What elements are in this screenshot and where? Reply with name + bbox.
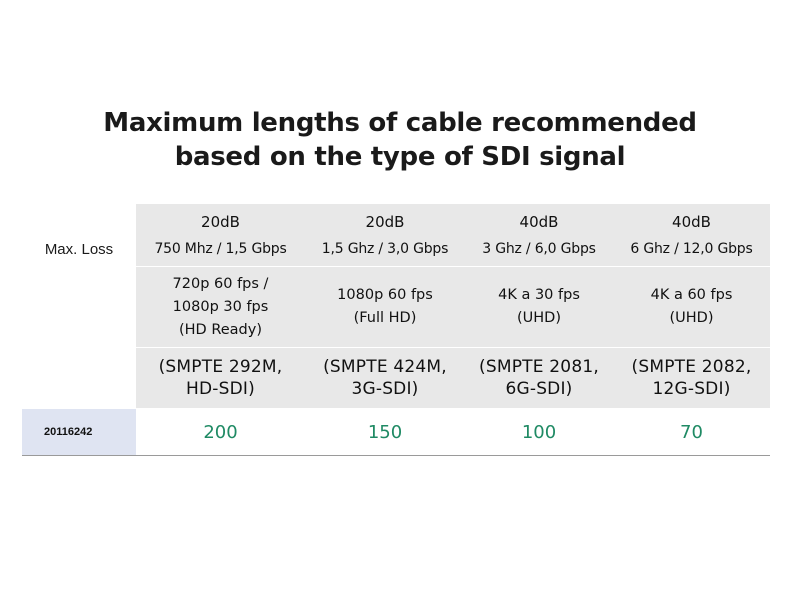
standard-line: (SMPTE 2081,	[479, 357, 599, 377]
loss-value: 40dB	[672, 213, 711, 231]
standard-line: 3G-SDI)	[351, 379, 419, 399]
standard-line: 6G-SDI)	[505, 379, 573, 399]
loss-value: 20dB	[201, 213, 240, 231]
length-value: 100	[465, 408, 613, 456]
loss-value: 20dB	[365, 213, 405, 231]
length-value: 70	[613, 408, 770, 456]
bandwidth-value: 6 Ghz / 12,0 Gbps	[630, 241, 753, 257]
empty-label-cell	[22, 267, 136, 348]
loss-cell: 20dB 1,5 Ghz / 3,0 Gbps	[305, 204, 465, 267]
loss-cell: 20dB 750 Mhz / 1,5 Gbps	[136, 204, 305, 267]
max-loss-label: Max. Loss	[44, 240, 114, 258]
product-code: 20116242	[22, 408, 136, 456]
bandwidth-value: 1,5 Ghz / 3,0 Gbps	[321, 241, 449, 257]
standard-cell: (SMPTE 2082, 12G-SDI)	[613, 347, 770, 409]
loss-cell: 40dB 3 Ghz / 6,0 Gbps	[465, 204, 613, 267]
format-line: 1080p 60 fps	[337, 287, 433, 303]
standard-line: (SMPTE 292M,	[158, 357, 283, 377]
format-cell: 4K a 30 fps (UHD)	[465, 266, 613, 348]
loss-row: Max. Loss 20dB 750 Mhz / 1,5 Gbps 20dB 1…	[22, 204, 770, 267]
format-cell: 1080p 60 fps (Full HD)	[305, 266, 465, 348]
standard-row: (SMPTE 292M, HD-SDI) (SMPTE 424M, 3G-SDI…	[22, 347, 770, 409]
standard-cell: (SMPTE 292M, HD-SDI)	[136, 347, 305, 409]
length-value: 150	[305, 408, 465, 456]
loss-cell: 40dB 6 Ghz / 12,0 Gbps	[613, 204, 770, 267]
standard-cell: (SMPTE 2081, 6G-SDI)	[465, 347, 613, 409]
standard-line: HD-SDI)	[186, 379, 255, 399]
title-line-2: based on the type of SDI signal	[174, 142, 626, 172]
format-line: (HD Ready)	[178, 321, 262, 338]
page-title: Maximum lengths of cable recommended bas…	[0, 106, 800, 174]
format-line: 4K a 30 fps	[498, 287, 580, 303]
format-line: (UHD)	[669, 310, 714, 326]
format-line: (UHD)	[517, 310, 561, 326]
format-line: 4K a 60 fps	[650, 287, 733, 303]
format-line: 720p 60 fps /	[172, 275, 269, 292]
standard-cell: (SMPTE 424M, 3G-SDI)	[305, 347, 465, 409]
length-row: 20116242 200 150 100 70	[22, 408, 770, 456]
empty-label-cell	[22, 348, 136, 409]
format-row: 720p 60 fps / 1080p 30 fps (HD Ready) 10…	[22, 266, 770, 348]
bandwidth-value: 3 Ghz / 6,0 Gbps	[482, 241, 596, 257]
standard-line: (SMPTE 424M,	[323, 357, 447, 377]
length-value: 200	[136, 408, 305, 456]
format-line: 1080p 30 fps	[172, 298, 269, 315]
format-cell: 720p 60 fps / 1080p 30 fps (HD Ready)	[136, 266, 305, 348]
standard-line: (SMPTE 2082,	[631, 357, 752, 377]
bandwidth-value: 750 Mhz / 1,5 Gbps	[154, 241, 287, 257]
format-cell: 4K a 60 fps (UHD)	[613, 266, 770, 348]
cable-length-table: Max. Loss 20dB 750 Mhz / 1,5 Gbps 20dB 1…	[22, 204, 770, 456]
standard-line: 12G-SDI)	[652, 379, 731, 399]
loss-value: 40dB	[519, 213, 559, 231]
max-loss-label-cell: Max. Loss	[22, 204, 136, 267]
title-line-1: Maximum lengths of cable recommended	[103, 108, 697, 138]
format-line: (Full HD)	[353, 310, 417, 326]
